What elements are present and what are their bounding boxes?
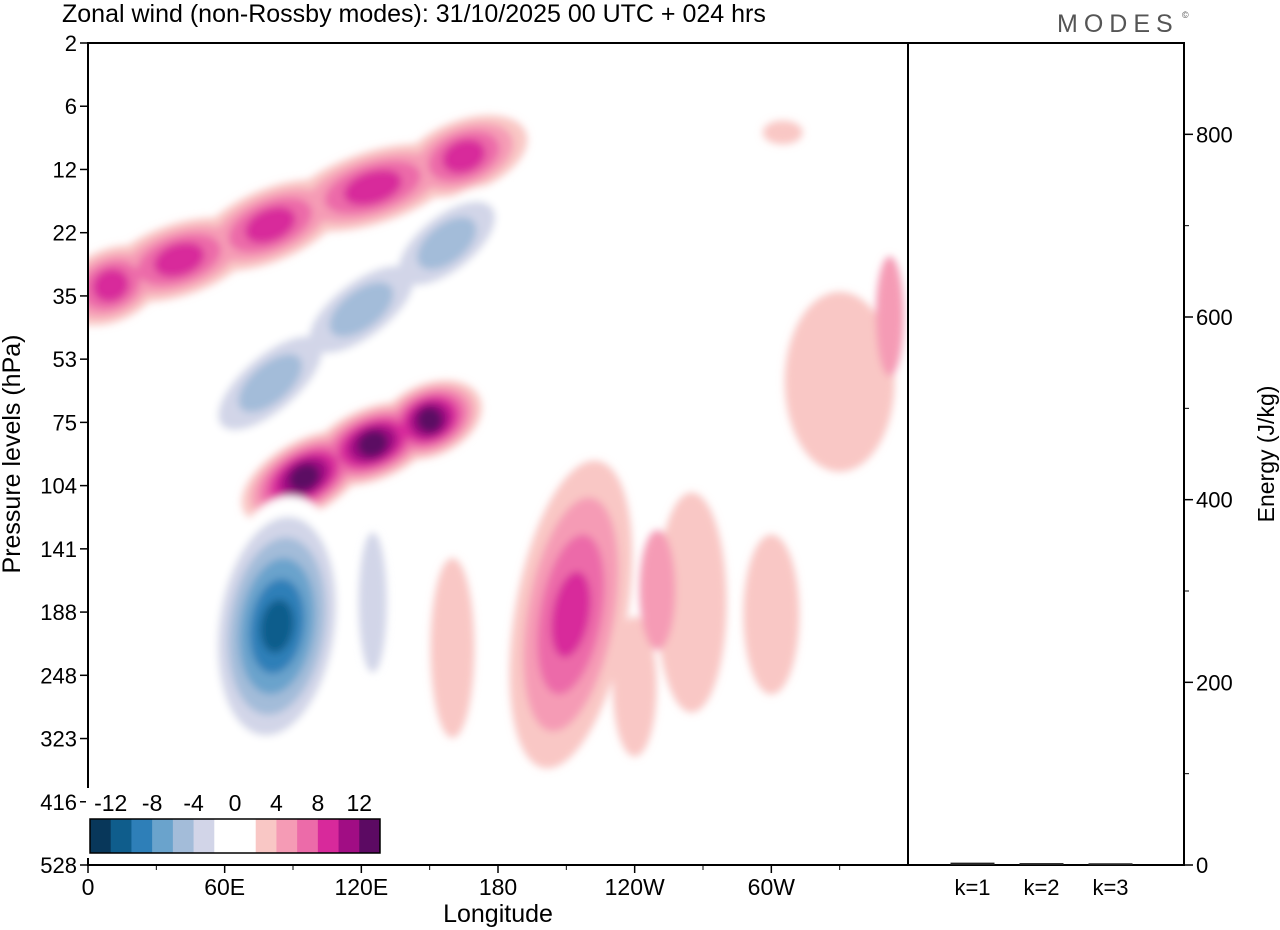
y-tick-label: 248 <box>40 663 77 688</box>
contour-band-stratospheric-westerly-band <box>153 242 205 278</box>
y-tick-label: 35 <box>53 284 77 309</box>
energy-panel-frame <box>907 42 1185 866</box>
colorbar-swatch <box>317 819 340 853</box>
colorbar-label: 4 <box>270 790 283 816</box>
y-tick-label: 416 <box>40 790 77 815</box>
y-tick-label: 104 <box>40 474 77 499</box>
colorbar-swatch <box>214 819 236 853</box>
x-tick-label: 120E <box>334 874 388 900</box>
colorbar-swatch <box>172 819 195 853</box>
y-tick-label: 141 <box>40 537 77 562</box>
energy-bar <box>1088 863 1133 866</box>
weak-easterly-upper <box>742 169 823 230</box>
weak-westerly-180 <box>430 557 475 738</box>
contour-band-stratospheric-westerly-band <box>442 139 486 174</box>
y-tick-label: 75 <box>53 410 77 435</box>
x-tick-label: 0 <box>82 874 95 900</box>
contour-band-lower-strat-westerly-band <box>416 407 443 433</box>
weak-westerly-60w <box>743 534 800 695</box>
weak-westerly-120w <box>612 616 657 757</box>
x-axis-label: Longitude <box>443 900 553 928</box>
contour-band-stratospheric-easterly-band <box>238 354 302 413</box>
colorbar-swatch <box>297 819 319 853</box>
colorbar-frame <box>89 818 381 854</box>
colorbar-swatch <box>359 819 381 853</box>
contour-center-upper-trop-easterly-jet <box>260 599 294 653</box>
x-tick-label: 120W <box>605 874 665 900</box>
modes-logo: MODES © <box>1057 10 1189 38</box>
y-axis-label: Pressure levels (hPa) <box>0 335 26 574</box>
contour-center-upper-trop-westerly <box>551 571 591 658</box>
colorbar-swatch <box>110 819 132 853</box>
energy-category-label: k=3 <box>1092 875 1128 900</box>
energy-tick-label: 200 <box>1196 670 1233 695</box>
energy-axis-label: Energy (J/kg) <box>1253 386 1279 523</box>
y-tick-label: 53 <box>53 347 77 372</box>
contour-band-stratospheric-easterly-band <box>329 282 394 337</box>
weak-westerly-mid <box>656 492 727 713</box>
colorbar-swatch <box>152 819 174 853</box>
energy-bar <box>950 862 995 865</box>
x-tick-label: 60W <box>748 874 796 900</box>
colorbar-swatch <box>276 819 298 853</box>
y-tick-label: 22 <box>53 221 77 246</box>
energy-tick-label: 0 <box>1196 853 1208 878</box>
modes-logo-text: MODES <box>1057 10 1179 38</box>
colorbar-legend: -12 -8 -4 0 4 8 12 <box>86 788 386 858</box>
colorbar-label: 12 <box>346 790 372 816</box>
contour-band-stratospheric-easterly-band <box>417 217 477 270</box>
contour-field <box>88 43 908 865</box>
energy-axis: 0 200 400 600 800 <box>1184 122 1233 878</box>
x-tick-label: 180 <box>479 874 517 900</box>
colorbar-label: 0 <box>229 790 242 816</box>
weak-westerly-top <box>762 120 803 145</box>
colorbar-swatch <box>338 819 360 853</box>
westerly-right-edge <box>875 256 904 377</box>
energy-bars: k=1 k=2 k=3 <box>950 862 1133 900</box>
y-axis: 2 6 12 22 35 53 75 104 141 188 248 323 416 528 <box>40 31 88 878</box>
contour-band-stratospheric-westerly-band <box>92 268 129 302</box>
contour-band-stratospheric-westerly-band <box>245 207 296 244</box>
modes-logo-mark: © <box>1182 10 1189 20</box>
weak-easterly-top <box>135 114 223 151</box>
colorbar-swatch <box>235 819 257 853</box>
colorbar-swatch <box>131 819 153 853</box>
y-tick-label: 12 <box>53 157 77 182</box>
energy-tick-label: 600 <box>1196 305 1233 330</box>
energy-tick-label: 400 <box>1196 488 1233 513</box>
energy-category-label: k=2 <box>1023 875 1059 900</box>
colorbar-label: -4 <box>183 790 204 816</box>
contour-band-lower-strat-westerly-band <box>289 463 320 492</box>
x-axis: 0 60E 120E 180 120W 60W <box>82 865 841 900</box>
colorbar-label: 8 <box>311 790 324 816</box>
x-tick-label: 60E <box>204 874 245 900</box>
colorbar-label: -12 <box>94 790 127 816</box>
energy-tick-label: 800 <box>1196 122 1233 147</box>
chart-title: Zonal wind (non-Rossby modes): 31/10/202… <box>62 0 766 28</box>
y-tick-label: 528 <box>40 853 77 878</box>
colorbar-swatch <box>255 819 277 853</box>
colorbar-swatch <box>90 819 112 853</box>
contour-band-lower-strat-westerly-band <box>357 430 388 458</box>
energy-category-label: k=1 <box>954 875 990 900</box>
energy-bar <box>1019 863 1064 866</box>
westerly-secondary-core <box>639 529 676 650</box>
colorbar-swatch <box>193 819 215 853</box>
y-tick-label: 323 <box>40 727 77 752</box>
easterly-secondary-core <box>358 532 387 673</box>
weak-easterly-west <box>93 367 174 728</box>
contour-band-stratospheric-westerly-band <box>343 169 402 206</box>
colorbar-label: -8 <box>142 790 162 816</box>
weak-westerly-east <box>784 291 895 472</box>
y-tick-label: 6 <box>65 94 77 119</box>
y-tick-label: 2 <box>65 31 77 56</box>
y-tick-label: 188 <box>40 600 77 625</box>
